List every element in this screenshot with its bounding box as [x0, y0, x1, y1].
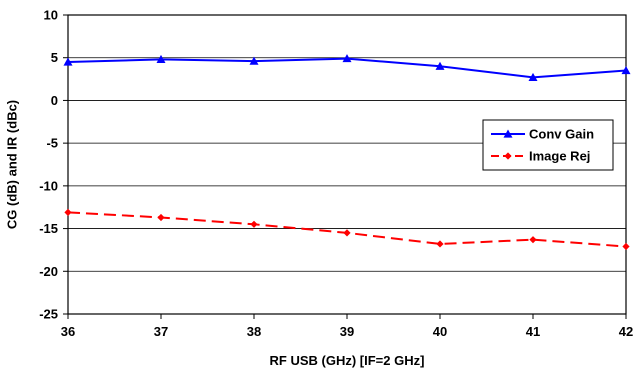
y-tick-label: -15 [39, 221, 58, 236]
data-point-marker [435, 61, 445, 70]
legend-item: Image Rej [491, 149, 590, 164]
y-tick-label: 5 [51, 50, 58, 65]
data-point-marker [529, 236, 537, 244]
x-axis-ticks: 36 37 38 39 40 41 42 [61, 314, 633, 339]
legend-label: Conv Gain [529, 127, 594, 142]
x-tick-label: 37 [154, 324, 168, 339]
x-axis-label: RF USB (GHz) [IF=2 GHz] [270, 353, 425, 368]
x-tick-label: 41 [526, 324, 540, 339]
legend: Conv Gain Image Rej [482, 119, 614, 171]
data-point-marker [250, 220, 258, 228]
data-point-marker [63, 57, 73, 66]
data-point-marker [436, 240, 444, 248]
series-layer [63, 54, 631, 251]
y-tick-label: -5 [46, 136, 58, 151]
x-tick-label: 42 [619, 324, 633, 339]
data-point-marker [249, 56, 259, 65]
y-tick-label: -20 [39, 264, 58, 279]
data-point-marker [157, 213, 165, 222]
legend-item: Conv Gain [491, 127, 594, 142]
y-tick-label: 10 [44, 8, 58, 23]
legend-marker [504, 152, 512, 160]
x-tick-label: 40 [433, 324, 447, 339]
data-point-marker [622, 242, 630, 251]
y-tick-label: -10 [39, 178, 58, 193]
data-point-marker [621, 66, 631, 75]
legend-marker [503, 129, 513, 138]
data-point-marker [343, 229, 351, 237]
legend-box [482, 119, 614, 171]
y-tick-label: 0 [51, 93, 58, 108]
data-point-marker [528, 72, 538, 81]
x-tick-label: 38 [247, 324, 261, 339]
y-tick-label: -25 [39, 307, 58, 322]
data-point-marker [156, 54, 166, 64]
data-point-marker [64, 208, 72, 216]
x-tick-label: 39 [340, 324, 354, 339]
data-point-marker [342, 54, 352, 63]
y-axis-label: CG (dB) and IR (dBc) [4, 100, 19, 229]
series-triangle [63, 54, 631, 81]
legend-label: Image Rej [529, 149, 590, 164]
series-diamond [64, 208, 630, 251]
y-axis-ticks: 10 5 0 -5 -10 -15 -20 -25 [39, 8, 68, 322]
x-tick-label: 36 [61, 324, 75, 339]
